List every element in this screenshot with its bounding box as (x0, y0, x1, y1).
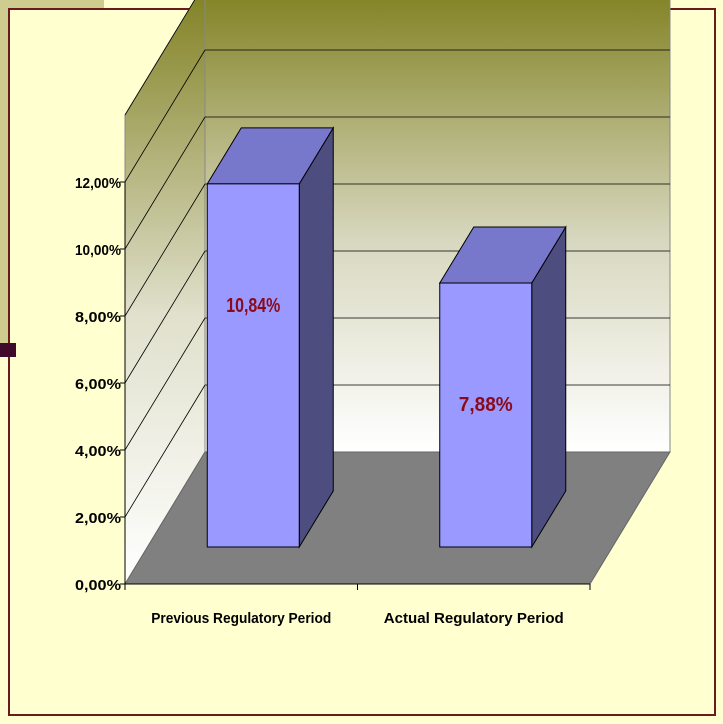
y-tick-label: 8,00% (75, 309, 121, 326)
y-tick-label: 2,00% (75, 510, 121, 527)
gridline-side (124, 0, 196, 116)
gridline-side (124, 250, 206, 384)
bar (439, 282, 533, 548)
decorative-bar (0, 343, 16, 357)
x-category-label: Actual Regulatory Period (384, 610, 564, 627)
y-tick-label: 0,00% (75, 577, 121, 594)
gridline-side (124, 384, 206, 518)
data-label: 10,84% (226, 295, 280, 317)
y-tick-label: 10,00% (75, 242, 121, 259)
x-category-label: Previous Regulatory Period (151, 610, 331, 627)
bar (206, 183, 300, 548)
data-label: 7,88% (459, 394, 513, 416)
y-tick-label: 4,00% (75, 443, 121, 460)
y-tick-label: 6,00% (75, 376, 121, 393)
bar-side (298, 126, 334, 549)
gridline-side (124, 183, 206, 317)
gridline-side (124, 49, 206, 183)
gridline-side (124, 317, 206, 451)
y-tick-label: 12,00% (75, 175, 121, 192)
gridline-side (124, 116, 206, 250)
